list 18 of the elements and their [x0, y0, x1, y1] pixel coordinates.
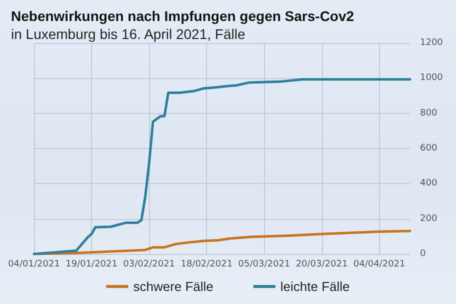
y-tick-label: 800 [420, 108, 438, 118]
x-tick-label: 18/02/2021 [180, 260, 233, 270]
y-tick-label: 400 [420, 178, 438, 189]
legend-label: schwere Fälle [133, 279, 214, 294]
x-tick-label: 20/03/2021 [296, 260, 348, 270]
x-tick-label: 05/03/2021 [238, 260, 290, 270]
y-tick-label: 0 [420, 249, 426, 259]
y-tick-label: 200 [420, 214, 438, 224]
chart-subtitle: in Luxemburg bis 16. April 2021, Fälle [11, 26, 246, 42]
chart-title: Nebenwirkungen nach Impfungen gegen Sars-Cov2 [11, 8, 354, 24]
legend-label: leichte Fälle [280, 279, 350, 294]
y-tick-label: 1000 [420, 73, 444, 84]
x-tick-label: 04/04/2021 [353, 260, 406, 270]
x-tick-label: 03/02/2021 [123, 260, 176, 270]
x-tick-label: 19/01/2021 [66, 260, 118, 270]
y-tick-label: 1200 [420, 38, 444, 48]
y-tick-label: 600 [420, 144, 438, 154]
x-tick-label: 04/01/2021 [8, 260, 60, 270]
